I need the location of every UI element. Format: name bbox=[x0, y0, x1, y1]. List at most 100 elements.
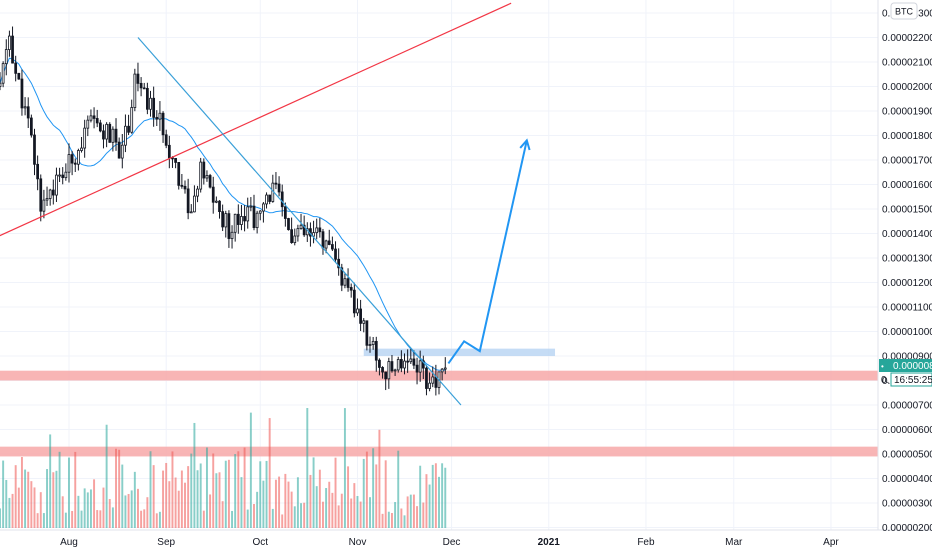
volume-bar bbox=[312, 457, 315, 528]
candle bbox=[139, 77, 143, 97]
candle-body bbox=[108, 123, 112, 143]
volume-bar bbox=[174, 477, 177, 528]
candle bbox=[327, 229, 331, 246]
volume-bar bbox=[322, 501, 324, 528]
candle-body bbox=[371, 340, 375, 345]
candle bbox=[17, 72, 21, 80]
candle bbox=[161, 111, 165, 143]
candle-body bbox=[434, 376, 438, 388]
volume-bar bbox=[190, 453, 193, 528]
candle-body bbox=[218, 200, 221, 212]
y-tick-label: 0.00000900 bbox=[882, 352, 932, 363]
candle bbox=[120, 134, 124, 169]
volume-bar bbox=[102, 487, 105, 528]
candle-body bbox=[177, 162, 181, 186]
candle bbox=[86, 115, 90, 137]
candle-body bbox=[139, 82, 143, 89]
candle-body bbox=[45, 198, 49, 201]
candle-body bbox=[8, 35, 11, 50]
volume-bar bbox=[384, 460, 387, 528]
candle bbox=[136, 62, 140, 92]
candle bbox=[73, 158, 77, 173]
candle bbox=[193, 185, 196, 213]
candle bbox=[127, 114, 130, 135]
candle bbox=[8, 30, 11, 57]
volume-bar bbox=[350, 498, 353, 528]
candle-body bbox=[155, 116, 159, 120]
volume-bar bbox=[397, 450, 400, 528]
volume-bar bbox=[168, 481, 171, 528]
volume-bar bbox=[58, 451, 61, 528]
candle bbox=[318, 218, 322, 238]
y-tick-label: 0.00001700 bbox=[882, 156, 932, 167]
volume-bar bbox=[353, 483, 356, 528]
candle-body bbox=[42, 199, 46, 212]
volume-bar bbox=[205, 447, 208, 528]
candle bbox=[390, 354, 394, 373]
candle-body bbox=[55, 174, 58, 196]
volume-bar bbox=[234, 454, 237, 528]
candle bbox=[208, 173, 212, 189]
volume-bar bbox=[249, 412, 252, 528]
volume-bar bbox=[36, 513, 39, 528]
y-tick-label: 0.00000500 bbox=[882, 450, 932, 461]
x-tick-label: Apr bbox=[823, 537, 839, 548]
volume-bar bbox=[177, 490, 180, 528]
candle bbox=[51, 179, 55, 205]
y-tick-label: 0.00000300 bbox=[882, 499, 932, 510]
candle bbox=[92, 107, 96, 129]
candle bbox=[262, 202, 265, 223]
candle-body bbox=[189, 211, 193, 214]
volume-bar bbox=[171, 451, 174, 528]
volume-bar bbox=[71, 510, 74, 528]
volume-bar bbox=[136, 488, 139, 528]
x-tick-label: Feb bbox=[637, 537, 655, 548]
symbol-badge[interactable] bbox=[890, 2, 918, 20]
candle-body bbox=[321, 231, 325, 249]
volume-bar bbox=[390, 513, 393, 528]
candle-body bbox=[356, 308, 359, 314]
volume-bar bbox=[369, 497, 371, 528]
candle-body bbox=[20, 78, 24, 109]
candle bbox=[233, 213, 237, 242]
candle bbox=[189, 204, 193, 214]
candle bbox=[0, 72, 2, 91]
candle-body bbox=[252, 205, 256, 229]
candle-body bbox=[233, 213, 237, 233]
candle bbox=[158, 101, 162, 131]
candle bbox=[33, 128, 36, 176]
volume-bar bbox=[46, 469, 49, 528]
projection-arrowhead bbox=[519, 138, 531, 151]
candle bbox=[177, 162, 181, 190]
lower-zone bbox=[0, 446, 878, 457]
candle bbox=[67, 143, 71, 183]
candle bbox=[171, 156, 174, 168]
volume-bar bbox=[237, 451, 240, 528]
candle-body bbox=[158, 112, 162, 120]
volume-bar bbox=[362, 458, 365, 528]
candle-body bbox=[443, 367, 447, 370]
candle-body bbox=[240, 216, 243, 225]
candle-body bbox=[193, 195, 196, 213]
candle-body bbox=[4, 49, 8, 65]
volume-bar bbox=[403, 515, 406, 528]
volume-bar bbox=[306, 408, 309, 528]
volume-bar bbox=[240, 477, 243, 528]
candle-body bbox=[440, 368, 444, 373]
candle bbox=[202, 158, 206, 185]
candle-body bbox=[425, 367, 428, 389]
candle-body bbox=[359, 308, 362, 324]
volume-bar bbox=[372, 448, 375, 528]
candle-body bbox=[362, 320, 366, 324]
candle bbox=[36, 155, 40, 191]
badges: BTC 0.00000851 • 0. 16:55:25 bbox=[879, 2, 932, 387]
candle-body bbox=[26, 106, 30, 119]
price-tag-prefix: 0. bbox=[881, 375, 889, 386]
candle bbox=[117, 137, 121, 159]
candle-body bbox=[368, 344, 372, 346]
volume-bar bbox=[86, 492, 89, 528]
candle-body bbox=[315, 227, 319, 234]
candle bbox=[89, 109, 93, 123]
